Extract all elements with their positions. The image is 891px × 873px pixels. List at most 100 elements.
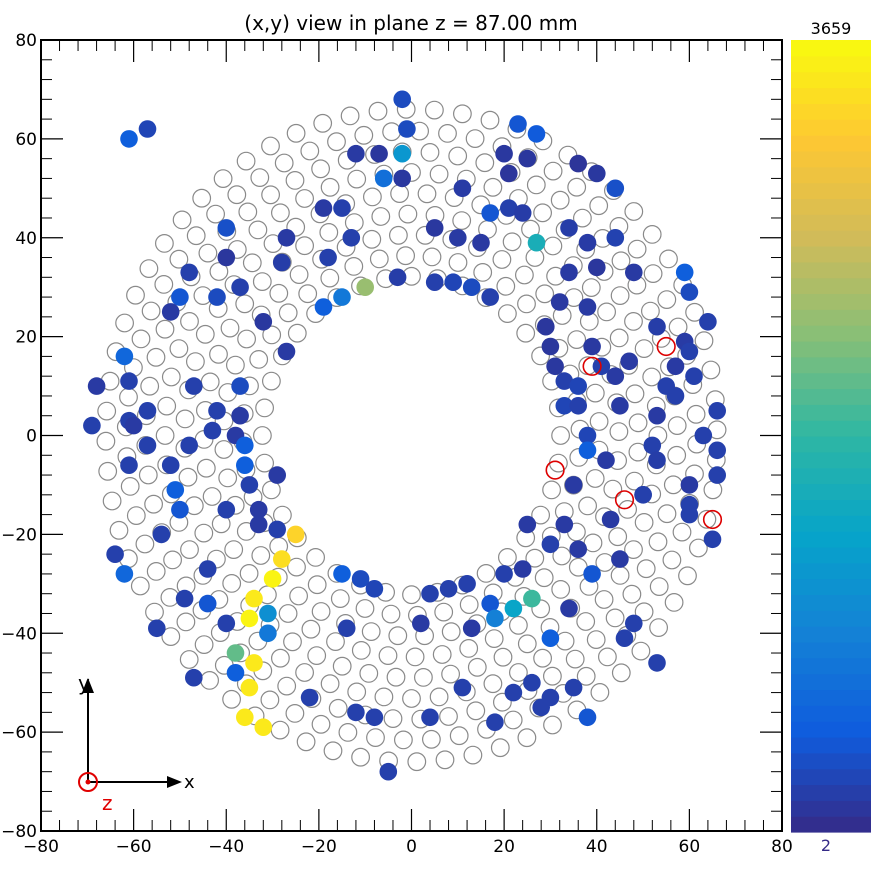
tube-r6-20 xyxy=(261,185,281,205)
colorbar-band-9 xyxy=(791,673,871,691)
tube-r6-28 xyxy=(140,376,160,396)
hit-tube-127 xyxy=(541,535,560,554)
tube-r1-15 xyxy=(278,303,298,323)
tube-r8-25 xyxy=(192,188,212,208)
tube-r5-42 xyxy=(402,689,421,708)
tube-r7-8 xyxy=(589,196,609,216)
hit-tube-164 xyxy=(245,654,263,672)
tube-r3-40 xyxy=(509,615,528,635)
hit-tube-116 xyxy=(634,486,652,504)
hit-tube-50 xyxy=(444,273,463,292)
hit-tube-97 xyxy=(138,436,157,455)
tube-r4-36 xyxy=(332,656,352,676)
hit-tube-163 xyxy=(226,644,245,662)
tube-r8-36 xyxy=(102,491,122,511)
colorbar-band-41 xyxy=(791,166,871,184)
hit-tube-105 xyxy=(236,456,254,475)
hit-tube-87 xyxy=(708,402,726,420)
colorbar-min-label: 2 xyxy=(821,836,831,855)
hit-tube-1 xyxy=(120,130,138,148)
hit-tube-61 xyxy=(583,337,601,356)
tube-r7-14 xyxy=(438,123,457,143)
hit-tube-26 xyxy=(425,219,444,237)
hit-tube-167 xyxy=(226,664,245,682)
hit-tube-140 xyxy=(495,565,513,583)
tube-r6-18 xyxy=(311,159,331,179)
hit-tube-27 xyxy=(449,229,467,247)
y-tick-label-1: −60 xyxy=(1,723,37,743)
axis-indicator: y x z xyxy=(78,671,195,815)
hit-tube-9 xyxy=(495,144,513,163)
hit-tube-94 xyxy=(180,436,198,455)
tube-r7-17 xyxy=(354,125,374,145)
hit-tube-78 xyxy=(87,377,106,395)
tube-r3-20 xyxy=(220,318,240,338)
colorbar-band-33 xyxy=(791,293,871,310)
tube-r8-29 xyxy=(126,285,145,305)
hit-tube-14 xyxy=(606,179,625,198)
hit-tube-32 xyxy=(606,229,625,247)
tube-r7-51 xyxy=(503,710,523,730)
tube-r2-38 xyxy=(534,568,554,588)
tube-r6-54 xyxy=(622,584,642,604)
hit-tube-63 xyxy=(680,342,699,361)
tube-r8-18 xyxy=(368,101,388,121)
hit-tube-85 xyxy=(138,402,157,420)
tube-r8-3 xyxy=(694,331,714,351)
tube-r5-2 xyxy=(642,367,662,387)
tube-r5-4 xyxy=(624,312,643,331)
tube-r4-4 xyxy=(597,302,616,322)
tube-r2-6 xyxy=(515,265,534,285)
colorbar-band-42 xyxy=(791,150,871,168)
hit-tube-152 xyxy=(217,614,236,633)
tube-r5-40 xyxy=(347,682,367,702)
hit-tube-130 xyxy=(273,550,291,568)
tube-r2-15 xyxy=(289,265,309,285)
tube-r1-35 xyxy=(525,548,545,568)
tube-r7-36 xyxy=(146,562,166,581)
tube-r5-26 xyxy=(161,367,181,387)
tube-r8-53 xyxy=(463,745,483,765)
colorbar-band-40 xyxy=(791,182,871,199)
tube-r0-27 xyxy=(402,585,421,605)
tube-r7-30 xyxy=(119,387,138,407)
tube-r4-3 xyxy=(609,328,629,348)
y-tick-label-2: −40 xyxy=(1,624,37,644)
tube-r5-43 xyxy=(429,687,449,707)
hit-tube-20 xyxy=(513,204,532,222)
tube-r7-34 xyxy=(126,506,146,525)
tube-r4-19 xyxy=(242,253,262,273)
hit-tube-79 xyxy=(208,402,226,420)
tube-r4-43 xyxy=(517,634,537,654)
tube-r2-11 xyxy=(389,225,408,245)
tube-r3-31 xyxy=(278,604,298,623)
hit-tube-137 xyxy=(421,584,439,603)
colorbar-band-8 xyxy=(791,689,871,706)
tube-r7-38 xyxy=(176,612,196,632)
colorbar-band-26 xyxy=(791,404,871,421)
colorbar-band-39 xyxy=(791,198,871,215)
colorbar-band-49 xyxy=(791,40,871,57)
tube-r6-0 xyxy=(667,416,687,436)
tube-r7-54 xyxy=(576,666,596,686)
tube-r7-47 xyxy=(394,730,413,750)
tube-r3-36 xyxy=(405,647,425,667)
tube-r8-52 xyxy=(435,750,455,770)
tube-r2-42 xyxy=(585,469,605,488)
tube-r2-31 xyxy=(361,622,381,641)
colorbar-band-22 xyxy=(791,467,871,485)
hit-tube-18 xyxy=(481,204,500,222)
hit-tube-17 xyxy=(453,179,472,198)
hit-tube-24 xyxy=(277,229,296,247)
tube-r3-21 xyxy=(209,344,228,364)
hit-tube-118 xyxy=(518,515,537,534)
tube-r2-0 xyxy=(589,412,609,431)
tube-r5-11 xyxy=(483,177,503,197)
tube-r8-23 xyxy=(236,151,256,171)
tube-r1-17 xyxy=(249,350,269,369)
tube-r5-28 xyxy=(155,426,175,445)
tube-r4-1 xyxy=(625,384,645,404)
tube-r6-23 xyxy=(198,243,218,263)
tube-r5-51 xyxy=(610,566,630,585)
